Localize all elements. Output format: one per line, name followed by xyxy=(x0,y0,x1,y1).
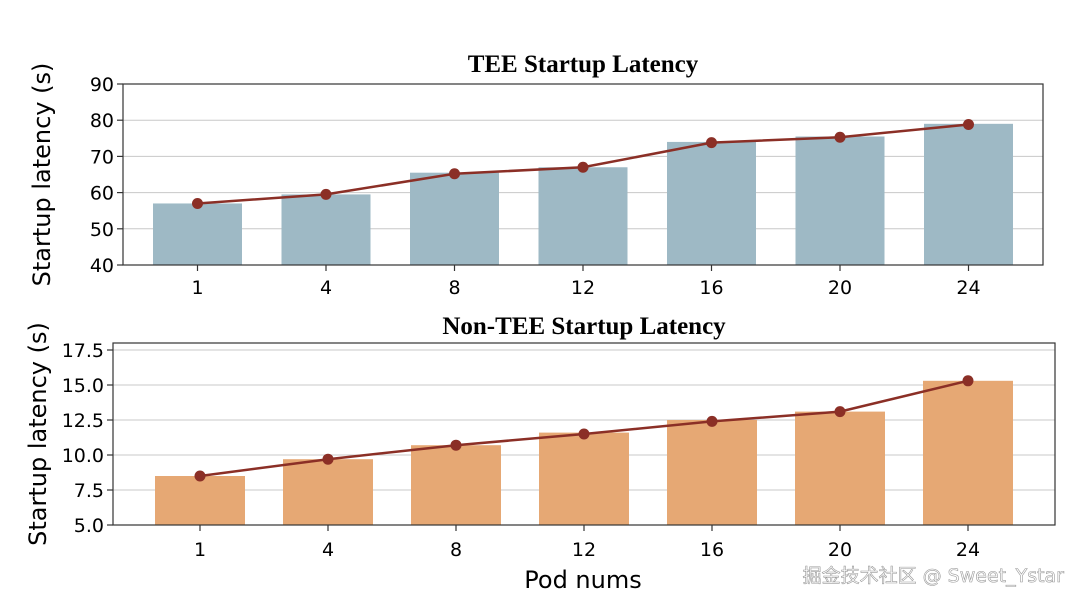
point-4 xyxy=(323,454,334,465)
x-tick-label: 8 xyxy=(448,277,460,299)
bar-12 xyxy=(539,433,629,525)
chart-panel-2: 5.0 7.5 10.0 12.5 15.0 17.5 1 4 8 12 16 20 24 Non-TEE… xyxy=(24,313,1055,594)
x-tick-label: 4 xyxy=(320,277,332,299)
point-4 xyxy=(321,189,332,200)
point-24 xyxy=(963,119,974,130)
y-axis-label: Startup latency (s) xyxy=(28,63,56,287)
point-20 xyxy=(835,406,846,417)
x-tick-label: 1 xyxy=(194,539,206,561)
point-24 xyxy=(963,375,974,386)
x-tick-label: 16 xyxy=(700,539,724,561)
point-1 xyxy=(195,471,206,482)
bar-20 xyxy=(795,412,885,525)
y-tick-label: 12.5 xyxy=(62,410,104,432)
bar-24 xyxy=(923,381,1013,525)
y-tick-label: 50 xyxy=(90,219,114,241)
point-12 xyxy=(578,162,589,173)
x-axis-label: Pod nums xyxy=(524,566,641,594)
x-tick-label: 8 xyxy=(450,539,462,561)
bar-8 xyxy=(411,445,501,525)
y-tick-label: 60 xyxy=(90,183,114,205)
bar-1 xyxy=(155,476,245,525)
y-tick-label: 90 xyxy=(90,74,114,96)
bar-16 xyxy=(667,420,757,525)
bar-24 xyxy=(924,124,1013,265)
bar-4 xyxy=(283,459,373,525)
point-8 xyxy=(451,440,462,451)
point-12 xyxy=(579,429,590,440)
point-16 xyxy=(706,137,717,148)
bar-12 xyxy=(539,167,628,265)
bar-4 xyxy=(282,194,371,265)
point-16 xyxy=(707,416,718,427)
x-tick-label: 12 xyxy=(571,277,595,299)
y-tick-label: 15.0 xyxy=(62,375,104,397)
x-tick-label: 24 xyxy=(956,539,980,561)
point-20 xyxy=(835,132,846,143)
x-tick-label: 1 xyxy=(191,277,203,299)
x-tick-label: 24 xyxy=(956,277,980,299)
point-1 xyxy=(192,198,203,209)
chart-panel-1: 40 50 60 70 80 90 1 4 8 12 16 20 24 TEE Startup Laten… xyxy=(28,51,1043,299)
x-tick-label: 12 xyxy=(572,539,596,561)
bar-20 xyxy=(796,136,885,265)
y-tick-label: 40 xyxy=(90,255,114,277)
point-8 xyxy=(449,168,460,179)
x-tick-label: 20 xyxy=(828,277,852,299)
chart-title: TEE Startup Latency xyxy=(468,51,699,78)
x-tick-label: 20 xyxy=(828,539,852,561)
y-tick-label: 17.5 xyxy=(62,340,104,362)
x-tick-label: 16 xyxy=(699,277,723,299)
y-tick-label: 7.5 xyxy=(74,480,104,502)
bar-8 xyxy=(410,173,499,265)
y-tick-label: 10.0 xyxy=(62,445,104,467)
y-axis-label: Startup latency (s) xyxy=(24,322,52,546)
x-tick-label: 4 xyxy=(322,539,334,561)
y-tick-label: 80 xyxy=(90,110,114,132)
chart-title: Non-TEE Startup Latency xyxy=(442,313,726,340)
y-tick-label: 70 xyxy=(90,146,114,168)
watermark-text: 掘金技术社区 @ Sweet_Ystar xyxy=(803,565,1065,587)
bar-16 xyxy=(667,142,756,265)
y-tick-label: 5.0 xyxy=(74,515,104,537)
bar-1 xyxy=(153,203,242,265)
